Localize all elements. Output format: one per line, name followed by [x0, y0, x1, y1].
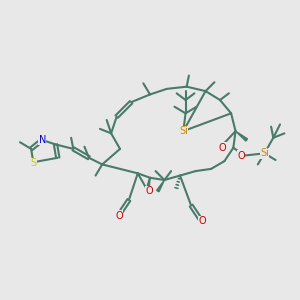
- Text: S: S: [30, 158, 36, 168]
- Text: N: N: [38, 135, 46, 145]
- Text: Si: Si: [260, 148, 269, 158]
- Text: O: O: [145, 186, 153, 196]
- Text: O: O: [237, 151, 245, 160]
- Text: O: O: [198, 216, 206, 226]
- Polygon shape: [236, 131, 247, 141]
- Text: Si: Si: [179, 126, 188, 136]
- Text: O: O: [115, 211, 123, 220]
- Text: O: O: [218, 143, 226, 153]
- Polygon shape: [157, 180, 164, 192]
- Polygon shape: [146, 178, 150, 191]
